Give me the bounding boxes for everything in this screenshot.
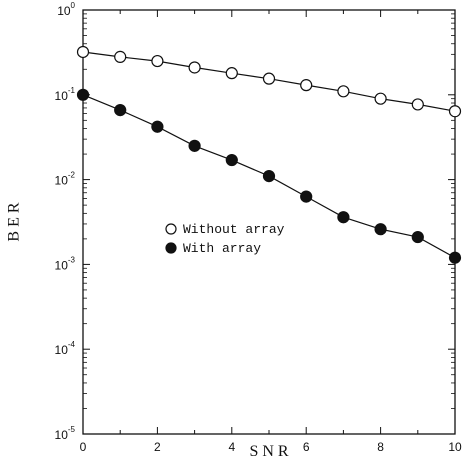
data-point-with-array (337, 211, 350, 224)
data-point-without-array (262, 72, 276, 85)
series-layer (76, 45, 462, 264)
legend-label-without-array: Without array (183, 222, 285, 237)
data-point-with-array (262, 169, 276, 183)
legend-marker-without-array (165, 223, 177, 235)
data-point-without-array (374, 92, 387, 105)
y-tick-label: 10-2 (55, 171, 76, 188)
data-point-without-array (188, 61, 201, 74)
data-point-with-array (151, 120, 164, 133)
data-point-without-array (411, 98, 424, 111)
y-tick-label: 10-3 (55, 255, 76, 272)
x-tick-label: 6 (303, 440, 310, 454)
data-point-with-array (411, 230, 424, 244)
data-point-with-array (188, 139, 201, 152)
y-tick-label: 10-5 (55, 425, 76, 442)
data-point-with-array (114, 104, 127, 117)
data-point-with-array (225, 153, 238, 167)
y-axis-title: B E R (6, 202, 23, 241)
x-tick-label: 10 (448, 440, 462, 454)
data-point-with-array (448, 251, 462, 264)
data-point-without-array (114, 50, 127, 63)
x-tick-label: 0 (80, 440, 87, 454)
x-axis-title: S N R (249, 443, 288, 458)
x-tick-label: 4 (228, 440, 235, 454)
x-tick-labels: 0 2 4 6 8 10 (80, 440, 462, 454)
axis-ticks (82, 9, 456, 435)
data-point-without-array (448, 105, 462, 118)
legend-label-with-array: With array (183, 241, 261, 256)
legend-marker-with-array (165, 242, 177, 254)
x-tick-label: 2 (154, 440, 161, 454)
data-point-with-array (76, 88, 90, 101)
legend: Without array With array (165, 222, 285, 256)
data-point-without-array (225, 67, 238, 80)
data-point-without-array (337, 85, 350, 98)
y-tick-labels: 100 10-1 10-2 10-3 10-4 10-5 (55, 1, 76, 442)
y-tick-label: 100 (57, 1, 75, 18)
x-tick-label: 8 (377, 440, 384, 454)
y-tick-label: 10-1 (55, 86, 76, 103)
data-point-without-array (300, 79, 313, 92)
data-point-without-array (151, 54, 164, 68)
data-point-without-array (76, 45, 90, 59)
data-point-with-array (300, 190, 313, 203)
data-point-with-array (374, 223, 387, 236)
y-tick-label: 10-4 (55, 340, 76, 357)
